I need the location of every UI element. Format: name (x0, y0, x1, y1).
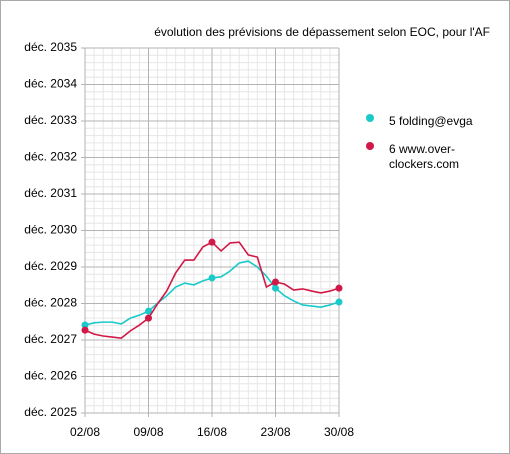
x-tick-label: 09/08 (133, 425, 163, 439)
point (272, 284, 279, 292)
legend-label: 6 www.over-clockers.com (389, 142, 459, 171)
point (335, 298, 343, 306)
y-tick-label: déc. 2031 (24, 186, 77, 200)
y-tick-label: déc. 2026 (24, 369, 77, 383)
point (81, 321, 89, 329)
legend-marker (366, 142, 374, 150)
point (81, 326, 89, 334)
y-tick-label: déc. 2025 (24, 405, 77, 419)
y-tick-label: déc. 2032 (24, 150, 77, 164)
point (208, 238, 216, 246)
legend-label: 5 folding@evga (389, 114, 473, 128)
x-tick-label: 23/08 (260, 425, 290, 439)
point (272, 278, 279, 286)
x-tick-label: 16/08 (197, 425, 227, 439)
y-tick-label: déc. 2033 (24, 113, 77, 127)
point (335, 284, 343, 292)
point (208, 274, 216, 282)
y-tick-label: déc. 2028 (24, 296, 77, 310)
y-tick-label: déc. 2030 (24, 223, 77, 237)
y-tick-label: déc. 2027 (24, 332, 77, 346)
legend-line: 6 www.over- (389, 142, 455, 156)
y-tick-label: déc. 2029 (24, 259, 77, 273)
x-tick-label: 30/08 (324, 425, 354, 439)
legend-line: clockers.com (389, 157, 459, 171)
y-tick-label: déc. 2035 (24, 40, 77, 54)
point (145, 307, 152, 315)
point (145, 314, 152, 322)
y-tick-label: déc. 2034 (24, 77, 77, 91)
x-tick-label: 02/08 (70, 425, 100, 439)
legend-marker (366, 114, 374, 122)
chart-title: évolution des prévisions de dépassement … (154, 25, 490, 39)
